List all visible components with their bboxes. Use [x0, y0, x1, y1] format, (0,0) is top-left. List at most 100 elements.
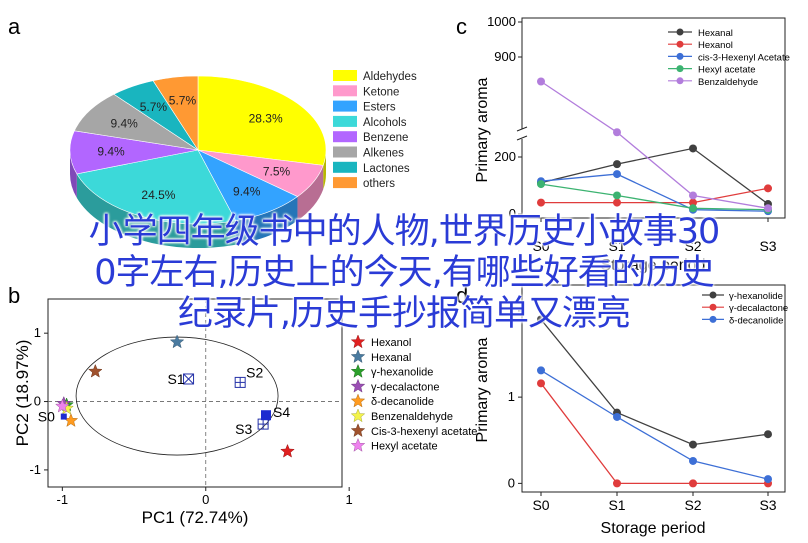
legend-star--decanolide — [350, 393, 366, 408]
legend-label-alkenes: Alkenes — [363, 148, 404, 160]
y-tick-label: 900 — [494, 49, 516, 64]
panel-letter-b: b — [8, 283, 20, 308]
pie-side-esters — [235, 196, 298, 245]
sample-marker-cross — [183, 373, 194, 385]
series-line-benzaldehyde — [540, 80, 769, 209]
data-point — [537, 180, 545, 189]
pie-slice-esters — [197, 149, 299, 222]
panel-a-pie-chart: 28.3%7.5%9.4%24.5%9.4%9.4%5.7% 5.7%Aldehy… — [69, 70, 417, 248]
legend-star-hexanol — [350, 334, 366, 349]
legend-label: Hexyl acetate — [698, 65, 756, 76]
series-line-hexyl-acetate — [540, 183, 769, 211]
overlay-line-3: 纪录片,历史手抄报简单又漂亮 — [177, 294, 631, 334]
x-axis-label: Storage period — [601, 257, 706, 274]
legend-label: Hexanal — [371, 352, 411, 364]
sample-marker — [60, 413, 67, 420]
data-point — [764, 184, 772, 193]
legend-swatch-alkenes — [333, 146, 357, 158]
plot-frame — [521, 17, 786, 219]
sample-label-s1: S1 — [168, 371, 185, 387]
x-tick-label: S2 — [684, 497, 701, 513]
y-tick-label: 1 — [34, 325, 41, 340]
plot-frame — [521, 284, 786, 493]
legend-marker — [676, 77, 684, 85]
legend-marker — [676, 65, 684, 73]
legend-label: γ-hexanolide — [371, 367, 433, 379]
x-axis-label: Storage period — [601, 520, 706, 537]
data-point — [613, 412, 621, 421]
sample-label-s2: S2 — [246, 364, 263, 380]
sample-marker — [260, 410, 271, 421]
data-point — [613, 191, 621, 200]
legend-star--decalactone — [350, 378, 366, 393]
panel-letter-a: a — [8, 14, 21, 39]
legend-marker — [709, 315, 717, 323]
series-line-cis-3-hexenyl-acetate — [540, 173, 769, 212]
legend-star-benzenaldehyde — [350, 408, 366, 423]
legend-swatch-ketone — [333, 85, 357, 97]
y-tick-label: 1000 — [487, 14, 516, 29]
sample-marker — [183, 373, 195, 385]
legend-label-esters: Esters — [363, 102, 396, 114]
y-tick-label: 0 — [508, 475, 515, 490]
watermark-title-overlay: 小学四年级书中的人物,世界历史小故事30 0字左右,历史上的今天,有哪些好看的历… — [0, 212, 808, 335]
data-point — [689, 198, 697, 207]
y-tick-label: 1 — [508, 389, 515, 404]
x-tick-label: S3 — [759, 238, 776, 254]
pie-slice-label: 7.5% — [263, 165, 291, 179]
series-line--hexanolide — [540, 319, 769, 446]
pie-side-alcohols — [76, 173, 236, 248]
data-point — [764, 204, 772, 213]
panel-letter-d: d — [456, 283, 468, 308]
x-tick-label: S1 — [608, 238, 625, 254]
pie-slice-label: 24.5% — [141, 188, 175, 202]
x-tick-label: -1 — [57, 492, 69, 507]
series-line-hexanal — [540, 147, 769, 205]
legend-label-alcohols: Alcohols — [363, 117, 407, 129]
y-axis-label: Primary aroma — [474, 337, 491, 442]
confidence-ellipse — [75, 336, 279, 456]
y-tick-label: 0 — [509, 206, 516, 221]
data-point — [613, 160, 621, 169]
legend-label: Hexyl acetate — [371, 441, 438, 453]
data-point — [689, 479, 697, 488]
x-tick-label: S0 — [532, 238, 549, 254]
data-point — [689, 191, 697, 200]
legend-label-benzene: Benzene — [363, 132, 408, 144]
y-axis-label: Primary aroma — [474, 77, 491, 182]
x-tick-label: 0 — [202, 492, 209, 507]
legend-label: δ-decanolide — [729, 315, 783, 326]
pie-slice-benzene — [69, 130, 199, 175]
axis-break-mark — [516, 126, 528, 132]
sample-label-s0: S0 — [38, 409, 55, 425]
legend-swatch-others — [333, 177, 357, 189]
legend-label-aldehydes: Aldehydes — [363, 71, 417, 83]
loading-star-cis-3-hexenyl-acetate — [88, 363, 103, 378]
pie-slice-label: 28.3% — [249, 111, 283, 125]
legend-label: γ-decalactone — [729, 303, 788, 314]
pie-slice-alcohols — [76, 149, 237, 225]
legend-label: δ-decanolide — [371, 396, 434, 408]
legend-swatch-benzene — [333, 131, 357, 143]
y-axis-label: PC2 (18.97%) — [13, 340, 32, 447]
pie-slice-label: 9.4% — [97, 145, 125, 159]
overlay-line-1: 小学四年级书中的人物,世界历史小故事30 — [88, 212, 721, 252]
data-point — [689, 144, 697, 153]
legend-star-hexanal — [350, 349, 366, 364]
legend-label: Benzenaldehyde — [371, 411, 453, 423]
data-point — [537, 315, 545, 324]
panel-c-line-chart: 0 200 900 1000 S0 S1 S2 S3 Storage period Primary… — [474, 14, 790, 274]
legend-swatch-aldehydes — [333, 70, 357, 81]
sample-label-s4: S4 — [273, 404, 290, 420]
loading-star-hexanal — [169, 334, 185, 349]
legend-label-others: others — [363, 178, 395, 190]
y-tick-label: -1 — [29, 462, 41, 477]
pie-slice-label: 9.4% — [233, 185, 261, 199]
legend-star-hexyl-acetate — [350, 437, 366, 452]
data-point — [537, 379, 545, 388]
x-tick-label: S1 — [608, 497, 625, 513]
legend-label: Benzaldehyde — [698, 77, 758, 88]
legend-label: Hexanal — [698, 28, 733, 39]
x-tick-label: S0 — [532, 497, 549, 513]
